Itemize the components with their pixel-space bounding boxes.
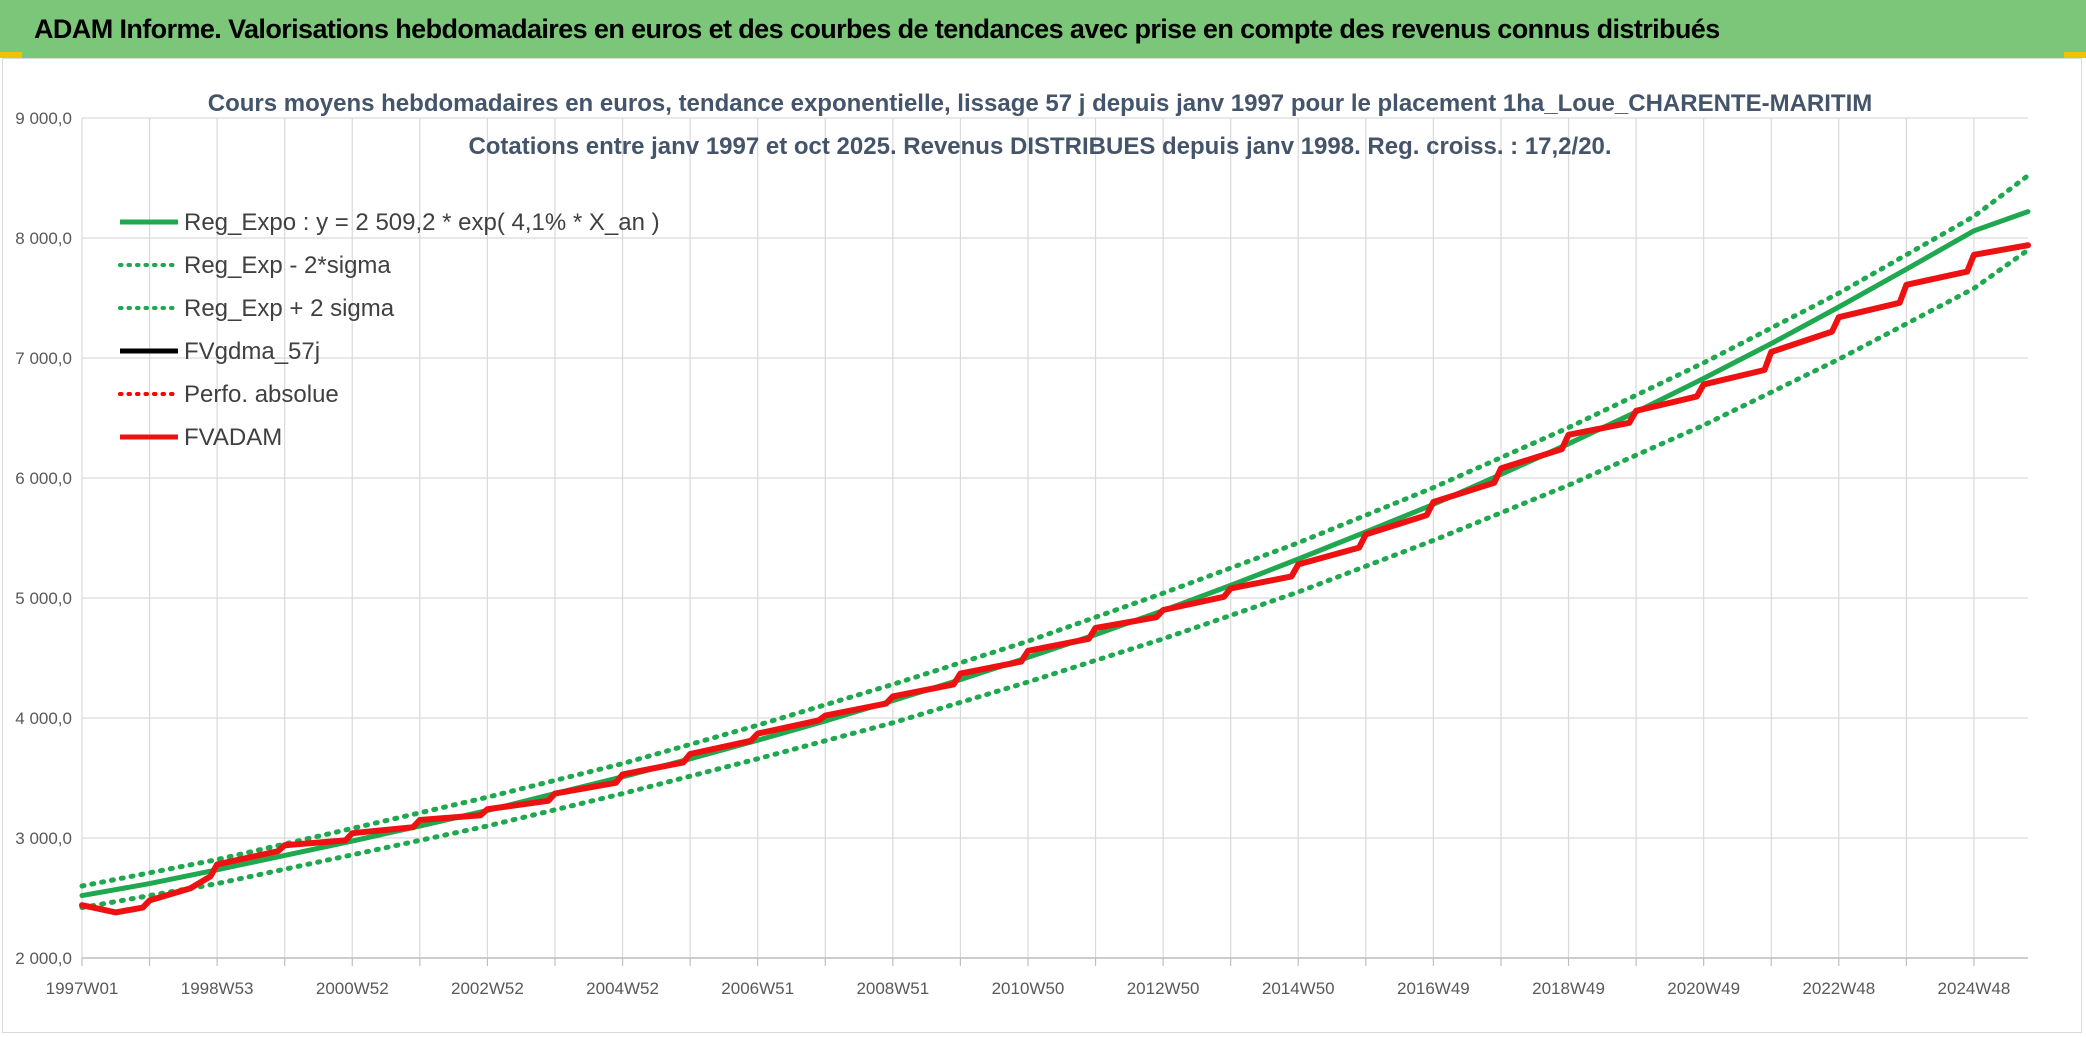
x-tick-label: 2012W50 [1127,979,1200,998]
series-line-2 [79,173,2031,889]
corner-marker-right [2064,52,2086,58]
legend-label-1: Reg_Exp - 2*sigma [184,252,391,279]
y-tick-label: 6 000,0 [15,469,72,488]
y-tick-label: 7 000,0 [15,349,72,368]
legend-label-5: FVADAM [184,424,282,451]
x-tick-label: 1998W53 [181,979,254,998]
x-tick-label: 2020W49 [1667,979,1740,998]
y-tick-label: 9 000,0 [15,109,72,128]
y-tick-label: 4 000,0 [15,709,72,728]
chart-title-line1: Cours moyens hebdomadaires en euros, ten… [208,90,1872,117]
corner-marker-left [0,52,22,58]
series-line-5 [79,242,2031,916]
x-tick-label: 2000W52 [316,979,389,998]
legend-label-3: FVgdma_57j [184,338,320,365]
chart-frame [2,58,2082,1033]
legend-label-2: Reg_Exp + 2 sigma [184,295,395,322]
report-header: ADAM Informe. Valorisations hebdomadaire… [0,0,2086,58]
y-tick-label: 2 000,0 [15,949,72,968]
x-tick-label: 1997W01 [46,979,119,998]
legend: Reg_Expo : y = 2 509,2 * exp( 4,1% * X_a… [118,209,660,451]
report-title: ADAM Informe. Valorisations hebdomadaire… [34,13,1720,44]
y-tick-label: 3 000,0 [15,829,72,848]
series [79,173,2031,916]
x-tick-label: 2022W48 [1802,979,1875,998]
x-tick-label: 2014W50 [1262,979,1335,998]
grid [81,117,2028,959]
chart-title-line2: Cotations entre janv 1997 et oct 2025. R… [468,133,1611,160]
y-tick-label: 5 000,0 [15,589,72,608]
y-axis: 2 000,0 3 000,0 4 000,0 5 000,0 6 000,0 7 000… [15,109,72,968]
x-tick-label: 2024W48 [1938,979,2011,998]
legend-label-0: Reg_Expo : y = 2 509,2 * exp( 4,1% * X_a… [184,209,660,236]
series-line-3 [80,243,2030,914]
x-tick-label: 2008W51 [856,979,929,998]
x-tick-label: 2018W49 [1532,979,1605,998]
x-tick-label: 2010W50 [992,979,1065,998]
x-tick-label: 2006W51 [721,979,794,998]
y-tick-label: 8 000,0 [15,229,72,248]
x-tick-label: 2016W49 [1397,979,1470,998]
x-tick-label: 2002W52 [451,979,524,998]
x-tick-label: 2004W52 [586,979,659,998]
series-line-1 [79,247,2031,911]
legend-label-4: Perfo. absolue [184,381,339,408]
x-axis: 1997W01 1998W53 2000W52 2002W52 2004W52 2006W… [46,957,2028,998]
